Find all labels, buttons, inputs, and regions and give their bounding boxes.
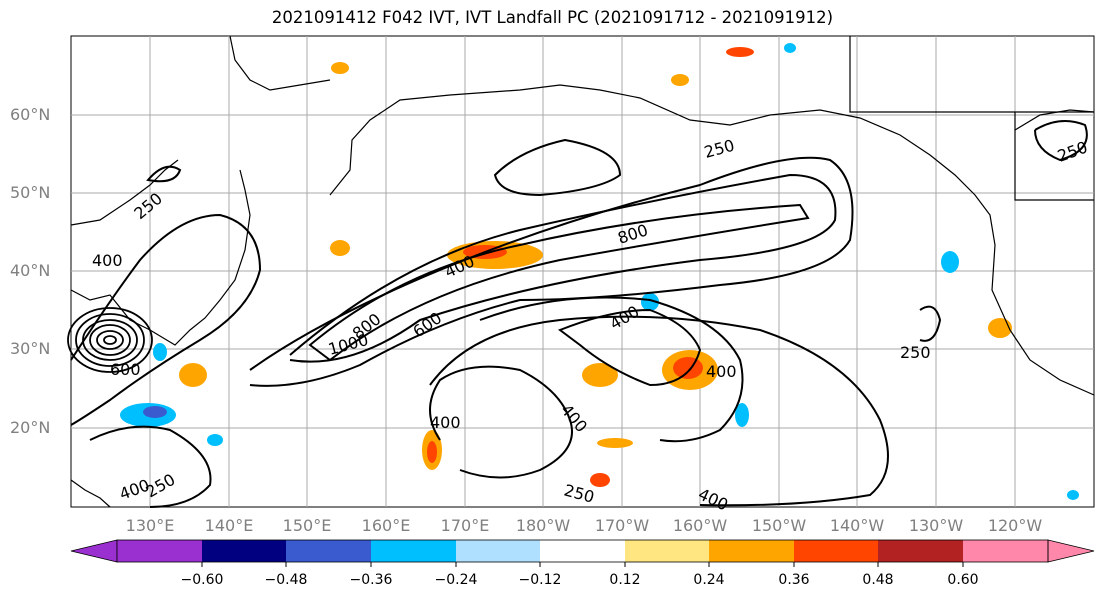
lat-label: 50°N [10, 183, 51, 202]
lon-label: 130°E [125, 516, 175, 535]
colorbar-segment [540, 540, 625, 562]
colorbar-segment [625, 540, 709, 562]
lon-label: 160°E [361, 516, 411, 535]
colorbar-tick: 0.48 [862, 572, 894, 588]
lon-label: 140°E [204, 516, 254, 535]
lat-label: 60°N [10, 105, 51, 124]
lon-label: 150°W [751, 516, 807, 535]
colorbar-segment [456, 540, 540, 562]
contour-label: 600 [110, 360, 141, 379]
lon-label: 170°W [594, 516, 650, 535]
lat-label: 30°N [10, 339, 51, 358]
colorbar-segment [202, 540, 286, 562]
contour-label: 400 [706, 362, 737, 381]
lat-label: 20°N [10, 418, 51, 437]
colorbar-extend-low [70, 539, 118, 563]
colorbar-tick: −0.24 [434, 572, 478, 588]
colorbar-tick: 0.36 [778, 572, 810, 588]
lon-label: 150°E [282, 516, 332, 535]
colorbar-tick: 0.24 [693, 572, 725, 588]
contour-label: 400 [430, 413, 461, 432]
lon-label: 130°W [908, 516, 964, 535]
map-panel: 250 250 250 250 250 250 400 400 400 400 … [67, 35, 1095, 515]
colorbar-tick: −0.36 [349, 572, 393, 588]
colorbar-tick: 0.60 [947, 572, 979, 588]
lon-label: 140°W [829, 516, 885, 535]
lon-label: 180°W [515, 516, 571, 535]
concentric-contours [67, 307, 153, 373]
lat-label: 40°N [10, 261, 51, 280]
contour-label: 250 [900, 343, 931, 362]
lon-label: 160°W [672, 516, 728, 535]
colorbar [70, 539, 1095, 567]
colorbar-tick: 0.12 [609, 572, 641, 588]
colorbar-tick: −0.60 [180, 572, 224, 588]
colorbar-segment [963, 540, 1048, 562]
ivt-contours [70, 120, 1088, 508]
map-title: 2021091412 F042 IVT, IVT Landfall PC (20… [271, 8, 834, 27]
colorbar-tick: −0.48 [264, 572, 308, 588]
coastlines [70, 35, 1095, 508]
lon-label: 120°W [987, 516, 1043, 535]
colorbar-segment [286, 540, 371, 562]
contour-label: 400 [92, 251, 123, 270]
lon-label: 170°E [440, 516, 490, 535]
colorbar-segment [878, 540, 963, 562]
colorbar-tick: −0.12 [518, 572, 562, 588]
colorbar-segment [709, 540, 794, 562]
colorbar-segment [794, 540, 878, 562]
colorbar-extend-high [1047, 539, 1095, 563]
colorbar-segment [117, 540, 202, 562]
colorbar-segment [371, 540, 456, 562]
